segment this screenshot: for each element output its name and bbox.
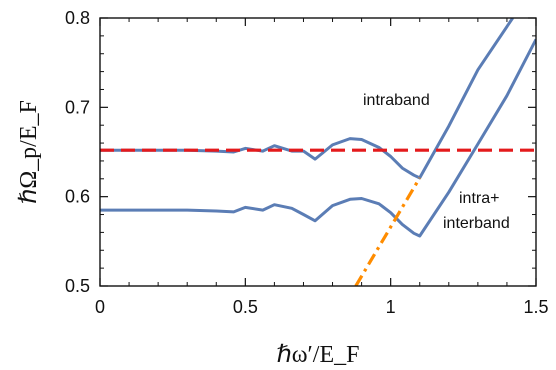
plot-frame	[99, 17, 537, 287]
x-tick-label: 0.5	[233, 297, 258, 317]
series-line-0	[100, 18, 514, 180]
annotation-interband: interband	[443, 215, 510, 232]
y-axis-label: ℏΩ_p/E_F	[16, 100, 42, 204]
y-tick-label: 0.5	[65, 276, 90, 296]
annotation-intra-plus: intra+	[459, 190, 499, 207]
x-tick-label: 1	[386, 297, 396, 317]
axis-ticks: 0 0.5 1 1.50.50.60.70.8	[65, 8, 549, 317]
y-tick-label: 0.7	[65, 97, 90, 117]
y-tick-label: 0.8	[65, 8, 90, 28]
series-line-3	[354, 177, 422, 286]
x-tick-label: 0	[95, 297, 105, 317]
x-tick-label: 1.5	[523, 297, 548, 317]
annotation-intraband: intraband	[363, 92, 430, 109]
series-line-1	[100, 38, 536, 238]
plot-area	[100, 18, 536, 286]
y-tick-label: 0.6	[65, 187, 90, 207]
x-axis-label: ℏω′/E_F	[277, 342, 360, 368]
